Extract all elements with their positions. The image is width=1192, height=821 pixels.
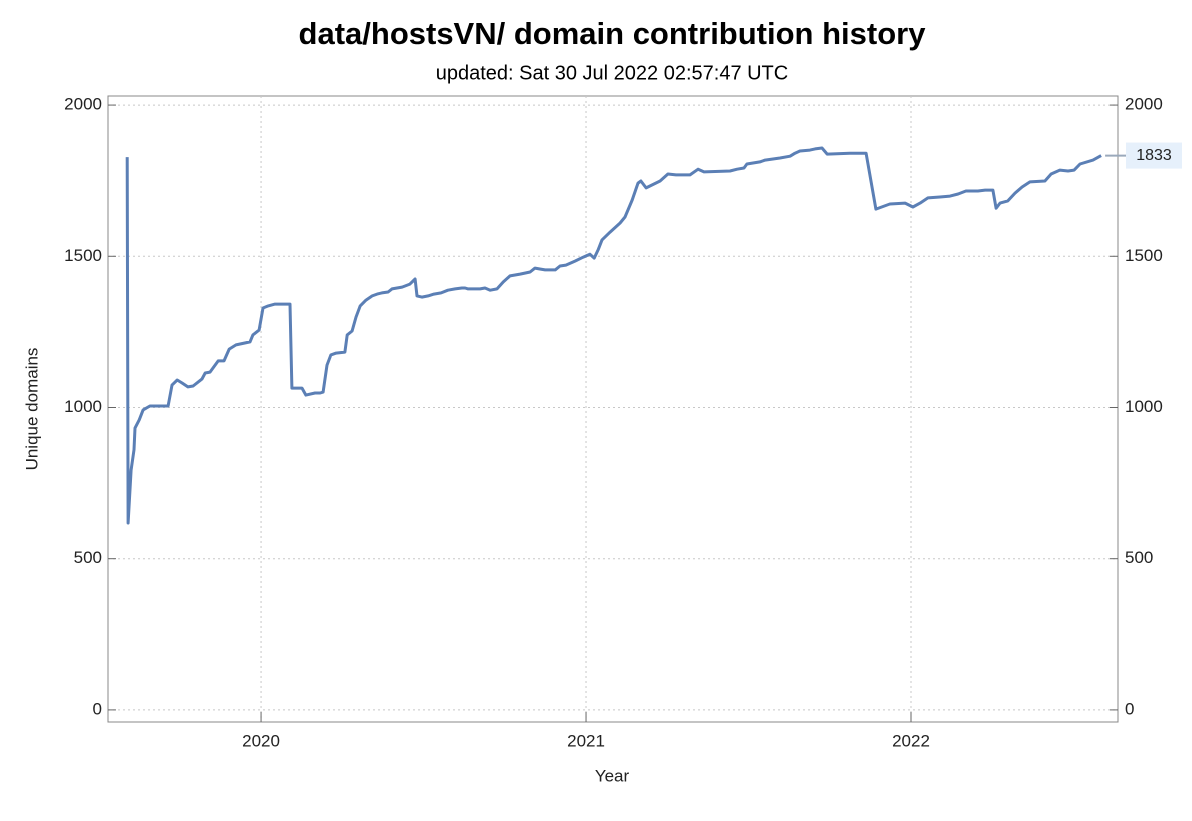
end-label-box [1126,142,1182,169]
x-tick-label: 2020 [242,731,280,750]
y2-tick-label: 2000 [1125,95,1163,114]
y2-tick-label: 1500 [1125,246,1163,265]
end-label: 1833 [1136,147,1172,164]
y2-tick-label: 0 [1125,699,1134,718]
x-tick-label: 2021 [567,731,605,750]
x-axis-label: Year [595,766,630,785]
y-tick-label: 1000 [64,397,102,416]
plot-frame [107,95,1119,723]
y-tick-label: 0 [93,699,102,718]
y-tick-label: 1500 [64,246,102,265]
y-tick-label: 2000 [64,95,102,114]
chart-title: data/hostsVN/ domain contribution histor… [299,16,927,51]
y2-tick-label: 500 [1125,548,1153,567]
x-tick-label: 2022 [892,731,930,750]
y-axis-label: Unique domains [22,348,41,471]
y2-tick-label: 1000 [1125,397,1163,416]
chart-subtitle: updated: Sat 30 Jul 2022 02:57:47 UTC [436,62,788,84]
y-tick-label: 500 [74,548,102,567]
data-line [125,146,1102,525]
